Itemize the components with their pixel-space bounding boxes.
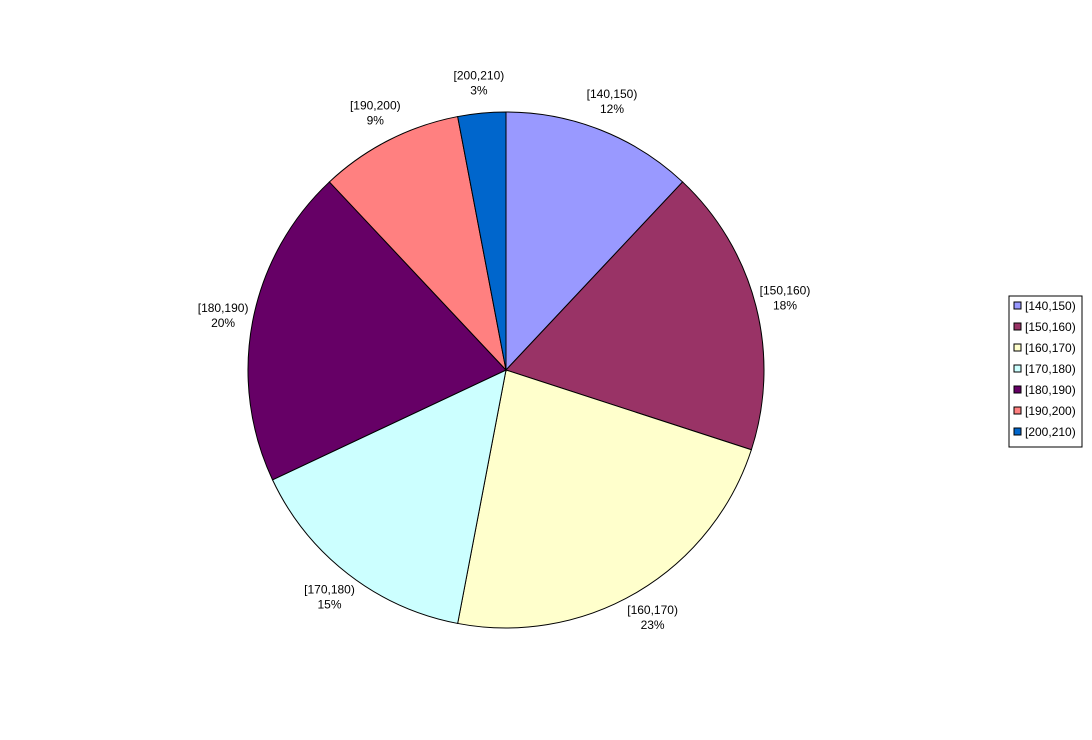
slice-label-1: [140,150) 12% xyxy=(587,87,638,116)
slice-label-4: [170,180) 15% xyxy=(304,583,355,612)
slice-range-label: [190,200) xyxy=(350,98,401,112)
slice-percent-label: 9% xyxy=(367,113,385,127)
legend-entry-2: [150,160) xyxy=(1025,320,1076,334)
slice-label-6: [190,200) 9% xyxy=(350,98,401,127)
pie-slice-6 xyxy=(328,115,507,372)
legend-swatch-4 xyxy=(1013,364,1022,373)
legend-entry-6: [190,200) xyxy=(1025,404,1076,418)
pie-slice-1 xyxy=(505,111,684,372)
pie-slice-4 xyxy=(271,369,507,625)
slice-range-label: [150,160) xyxy=(760,283,811,297)
slice-percent-label: 3% xyxy=(470,83,488,97)
slice-percent-label: 20% xyxy=(211,316,235,330)
legend-swatch-5 xyxy=(1013,385,1022,394)
slice-percent-label: 18% xyxy=(773,298,797,312)
slice-range-label: [180,190) xyxy=(198,301,249,315)
slice-range-label: [200,210) xyxy=(454,68,505,82)
slice-label-5: [180,190) 20% xyxy=(198,301,249,330)
legend-entry-5: [180,190) xyxy=(1025,383,1076,397)
pie-slice-7 xyxy=(457,111,507,371)
legend-swatch-6 xyxy=(1013,406,1022,415)
legend-entry-1: [140,150) xyxy=(1025,299,1076,313)
pie-slice-5 xyxy=(247,181,507,481)
legend-swatch-3 xyxy=(1013,343,1022,352)
legend-entry-7: [200,210) xyxy=(1025,425,1076,439)
slice-label-3: [160,170) 23% xyxy=(627,603,678,632)
pie-slice-2 xyxy=(505,181,765,451)
slice-percent-label: 23% xyxy=(641,618,665,632)
slice-percent-label: 12% xyxy=(600,102,624,116)
legend-entry-3: [160,170) xyxy=(1025,341,1076,355)
legend-entry-4: [170,180) xyxy=(1025,362,1076,376)
slice-range-label: [160,170) xyxy=(627,603,678,617)
slice-range-label: [170,180) xyxy=(304,583,355,597)
slice-range-label: [140,150) xyxy=(587,87,638,101)
slice-label-2: [150,160) 18% xyxy=(760,283,811,312)
legend-swatch-1 xyxy=(1013,301,1022,310)
slice-label-7: [200,210) 3% xyxy=(454,68,505,97)
slice-percent-label: 15% xyxy=(317,598,341,612)
legend-swatch-7 xyxy=(1013,427,1022,436)
slice-labels: [140,150) 12% [150,160) 18% [160,170) 23% [170… xyxy=(198,68,811,632)
pie-slices xyxy=(247,111,765,629)
legend-swatch-2 xyxy=(1013,322,1022,331)
legend: [140,150) [150,160) [160,170) [170,180) [180… xyxy=(1008,295,1083,448)
pie-slice-3 xyxy=(457,369,753,629)
